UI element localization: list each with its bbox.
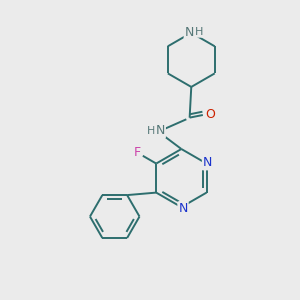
Text: H: H [147,126,155,136]
Text: O: O [206,109,215,122]
Text: N: N [184,26,194,39]
Text: N: N [156,124,165,137]
Text: H: H [195,27,203,37]
Text: F: F [134,146,141,159]
Text: N: N [178,202,188,215]
Text: N: N [203,156,212,170]
